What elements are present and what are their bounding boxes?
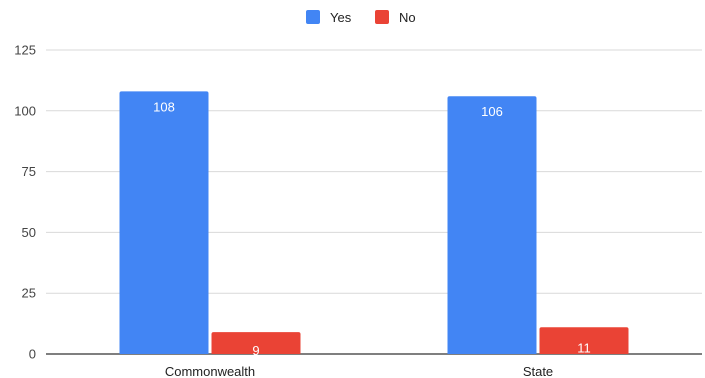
legend-label: No [399, 10, 416, 25]
bars [119, 91, 629, 355]
bar [211, 332, 301, 354]
y-tick-label: 125 [14, 43, 36, 58]
bar [539, 327, 629, 354]
data-label: 11 [577, 341, 591, 356]
data-labels: 108 9 106 11 [153, 99, 591, 358]
legend-swatch [306, 10, 320, 24]
legend-label: Yes [330, 10, 352, 25]
legend: Yes No [306, 10, 416, 25]
category-label: Commonwealth [165, 364, 255, 378]
bar [119, 91, 209, 355]
y-tick-label: 75 [22, 164, 36, 179]
data-label: 9 [252, 343, 259, 358]
bar [447, 96, 537, 354]
data-label: 108 [153, 99, 175, 114]
y-tick-label: 25 [22, 286, 36, 301]
y-axis-tick-labels: 0 25 50 75 100 125 [14, 43, 36, 362]
data-label: 106 [481, 104, 503, 119]
y-tick-label: 0 [29, 347, 36, 362]
legend-swatch [375, 10, 389, 24]
y-tick-label: 100 [14, 103, 36, 118]
category-label: State [523, 364, 553, 378]
y-tick-label: 50 [22, 225, 36, 240]
x-axis-category-labels: Commonwealth State [165, 364, 553, 378]
